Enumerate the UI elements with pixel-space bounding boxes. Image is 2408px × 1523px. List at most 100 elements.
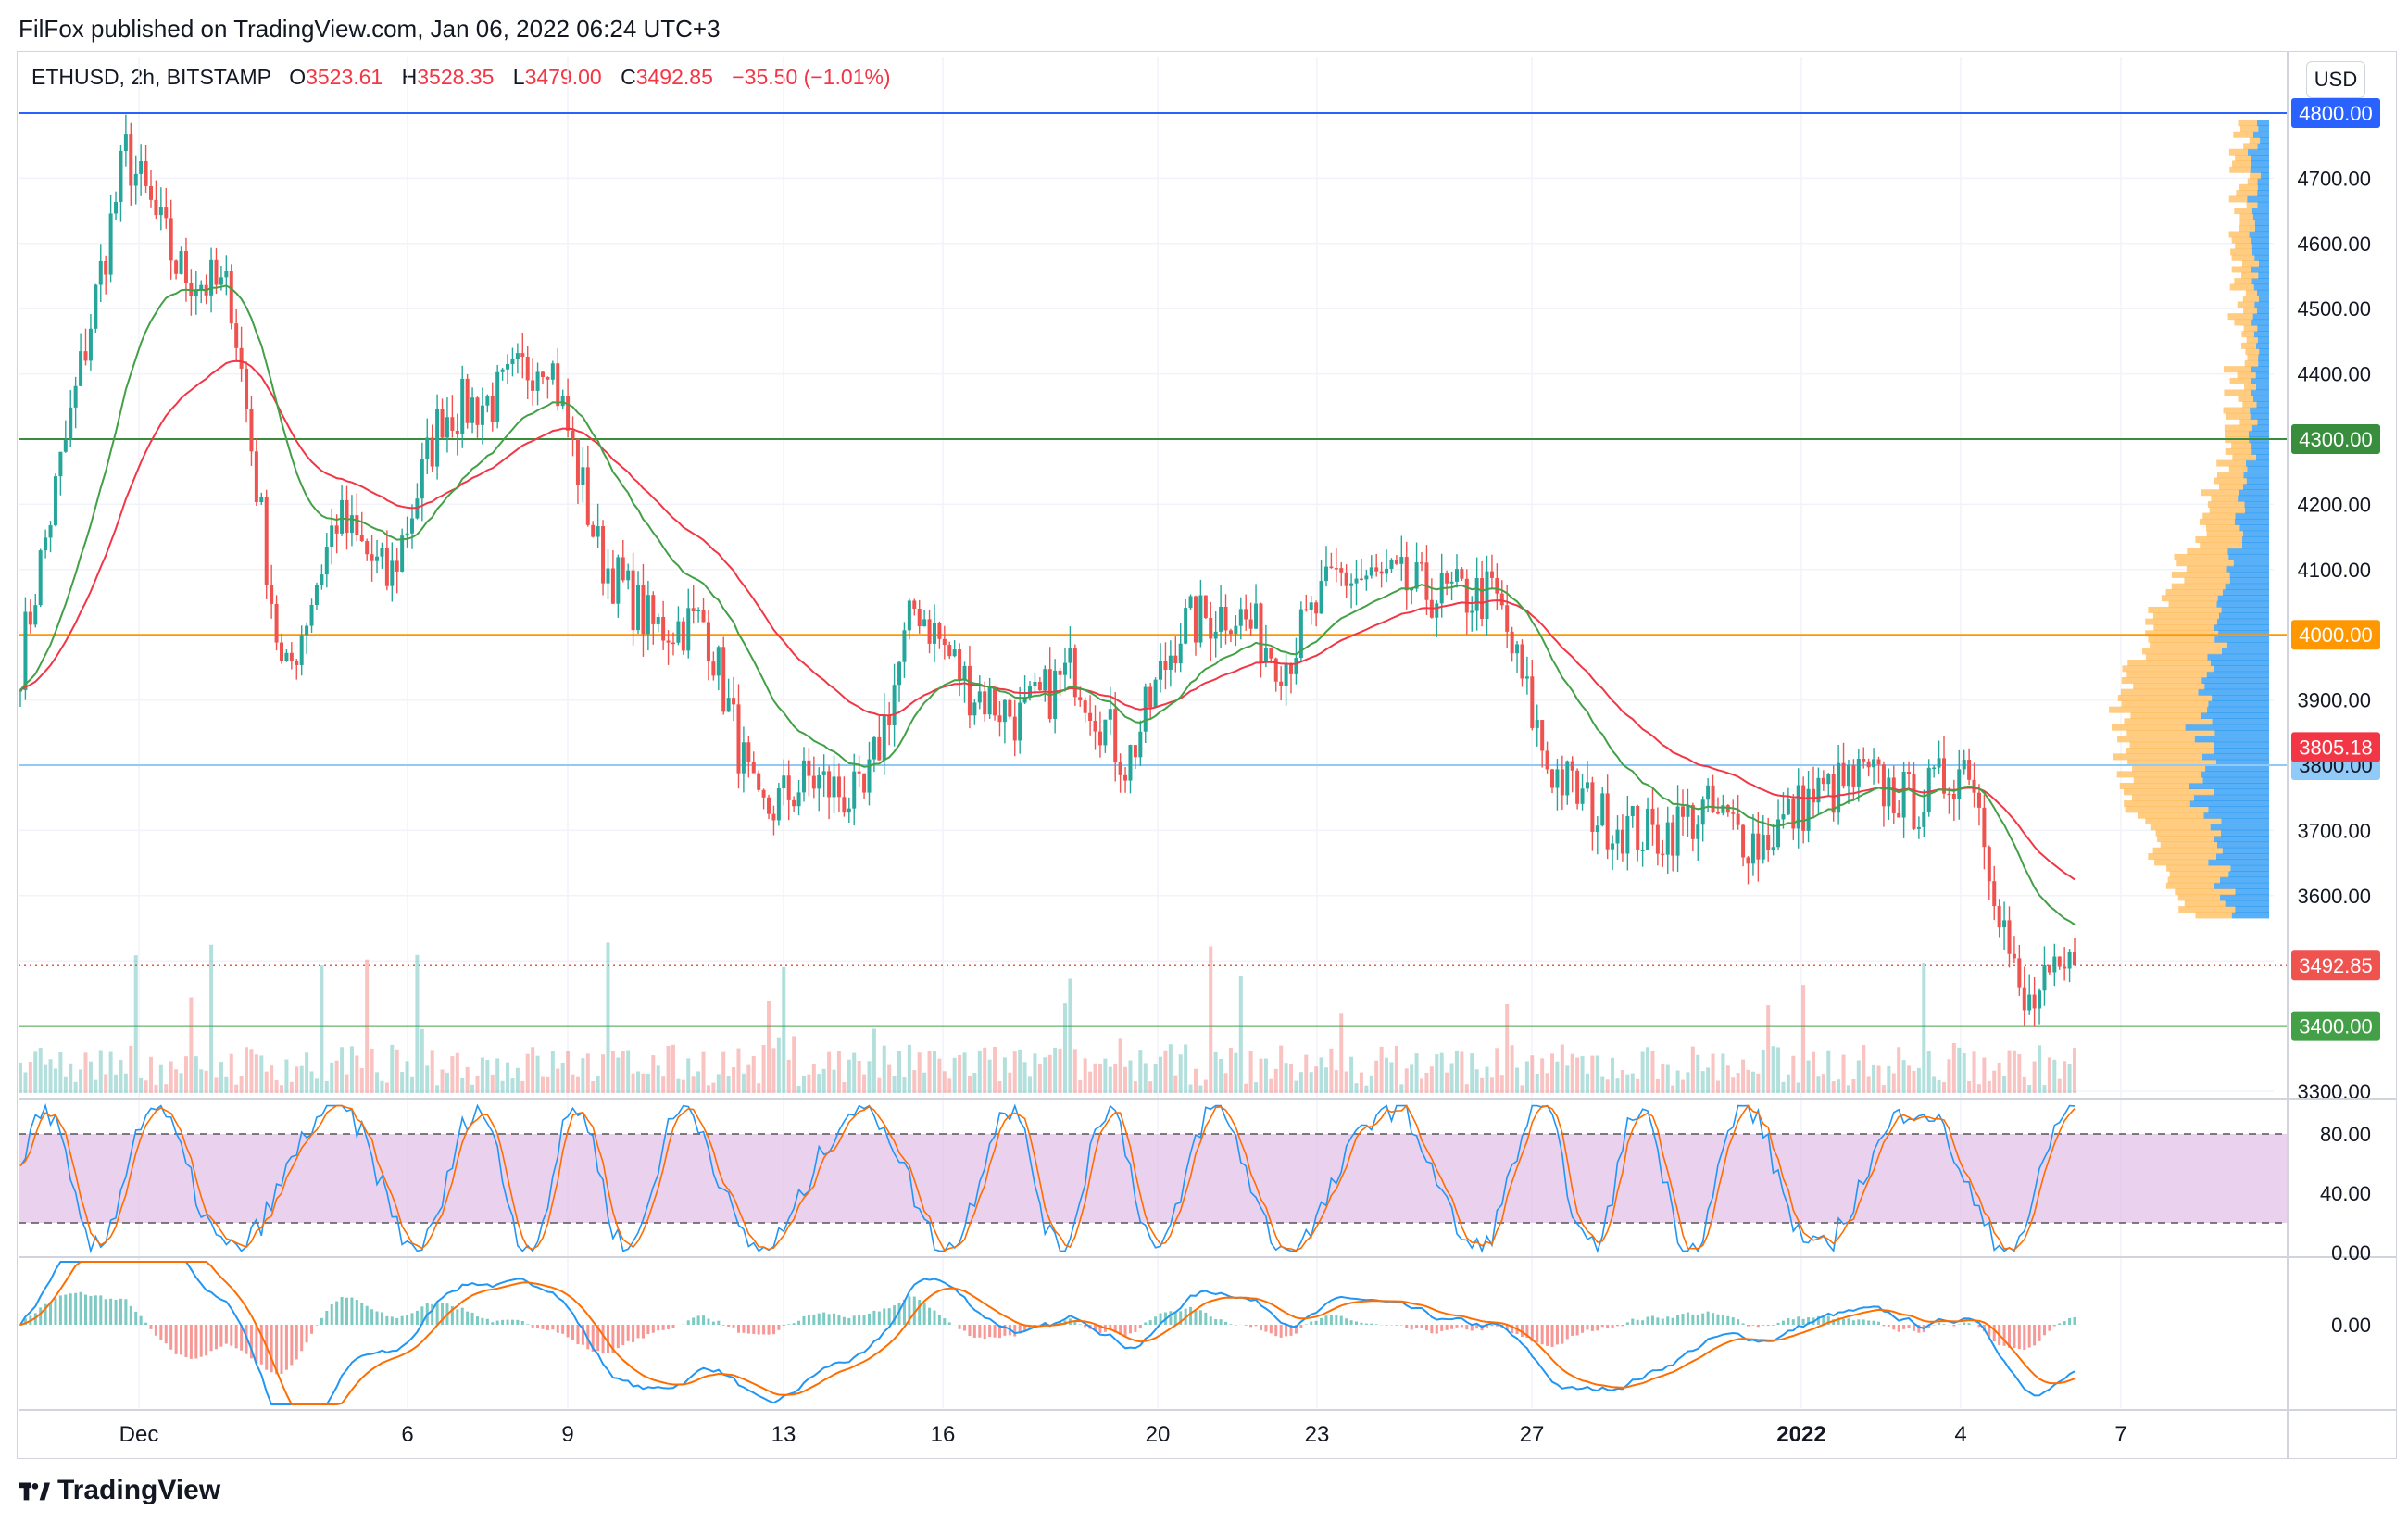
- ema-price-tag[interactable]: 3805.18: [2291, 732, 2380, 762]
- volume-bar: [1846, 1085, 1850, 1093]
- candle-body: [571, 430, 575, 439]
- candle-body: [1625, 815, 1630, 854]
- profile-bar-buy: [2238, 495, 2269, 502]
- profile-bar-sell: [2245, 348, 2260, 356]
- candle-body: [786, 775, 791, 800]
- level-tag[interactable]: 4300.00: [2291, 424, 2380, 454]
- candle-body: [1615, 829, 1620, 844]
- macd-histogram-bar: [807, 1315, 810, 1325]
- macd-histogram-bar: [1611, 1325, 1614, 1328]
- profile-bar-buy: [2247, 148, 2269, 156]
- profile-bar-buy: [2252, 313, 2269, 321]
- profile-bar-buy: [2241, 535, 2269, 543]
- volume-bar: [1470, 1053, 1474, 1093]
- volume-bar: [1671, 1085, 1675, 1093]
- candle-body: [1736, 813, 1740, 825]
- profile-bar-sell: [2242, 401, 2257, 409]
- volume-bar: [560, 1062, 565, 1093]
- candle-body: [1630, 805, 1635, 816]
- volume-bar: [375, 1072, 380, 1093]
- macd-histogram-bar: [1902, 1325, 1906, 1329]
- candle-body: [892, 685, 897, 726]
- macd-histogram-bar: [1942, 1324, 1946, 1325]
- volume-bar: [997, 1081, 1002, 1093]
- volume-bar: [1505, 1003, 1510, 1093]
- candle-body: [1329, 566, 1334, 569]
- macd-histogram-bar: [1486, 1325, 1489, 1328]
- volume-bar: [1600, 1076, 1605, 1093]
- currency-button[interactable]: USD: [2306, 61, 2365, 98]
- macd-histogram-bar: [139, 1315, 143, 1325]
- macd-histogram-bar: [1355, 1321, 1359, 1325]
- candle-body: [1590, 782, 1595, 832]
- candle-body: [1394, 560, 1398, 564]
- profile-bar-buy: [2221, 829, 2269, 837]
- macd-histogram-bar: [1465, 1325, 1469, 1330]
- chart-frame: [17, 51, 2397, 1459]
- volume-bar: [1184, 1044, 1188, 1093]
- candle-body: [1133, 745, 1137, 758]
- volume-bar: [1636, 1078, 1640, 1093]
- profile-bar-sell: [2111, 724, 2186, 731]
- candle-body: [1454, 569, 1459, 582]
- volume-bar: [912, 1070, 917, 1093]
- candle-body: [1851, 764, 1856, 787]
- volume-bar: [63, 1076, 68, 1093]
- volume-bar: [1615, 1078, 1620, 1093]
- volume-bar: [174, 1069, 179, 1093]
- volume-profile: [2109, 120, 2269, 919]
- macd-histogram-bar: [520, 1320, 524, 1325]
- volume-bar: [1429, 1066, 1434, 1093]
- volume-bar: [616, 1057, 621, 1093]
- macd-histogram-bar: [1555, 1325, 1559, 1345]
- macd-histogram-bar: [1475, 1325, 1479, 1329]
- profile-bar-buy: [2255, 371, 2269, 379]
- candle-body: [1123, 774, 1128, 781]
- macd-histogram-bar: [58, 1295, 62, 1325]
- volume-bar: [887, 1064, 892, 1093]
- volume-bar: [254, 1054, 258, 1093]
- candle-body: [1354, 578, 1359, 584]
- profile-bar-buy: [2243, 472, 2269, 479]
- profile-bar-buy: [2221, 818, 2269, 825]
- profile-bar-buy: [2256, 307, 2269, 314]
- volume-bar: [53, 1068, 57, 1093]
- volume-bar: [847, 1059, 851, 1093]
- volume-bar: [1128, 1060, 1133, 1093]
- volume-bar: [1439, 1052, 1444, 1093]
- brand-logo[interactable]: TradingView: [19, 1475, 220, 1506]
- volume-bar: [249, 1049, 254, 1093]
- macd-histogram-bar: [345, 1297, 348, 1325]
- level-tag[interactable]: 4000.00: [2291, 620, 2380, 650]
- macd-histogram-bar: [1631, 1318, 1635, 1325]
- macd-histogram-bar: [1249, 1325, 1253, 1328]
- volume-bar: [852, 1052, 857, 1093]
- candle-body: [1942, 758, 1947, 794]
- last-price-tag[interactable]: 3492.85: [2291, 950, 2380, 981]
- volume-bar: [158, 1064, 163, 1093]
- macd-histogram-bar: [1862, 1319, 1865, 1325]
- macd-histogram-bar: [943, 1318, 947, 1325]
- volume-bar: [1198, 1085, 1203, 1093]
- macd-histogram-bar: [475, 1316, 479, 1325]
- volume-bar: [1987, 1080, 1991, 1093]
- profile-bar-sell: [2227, 313, 2253, 321]
- candle-body: [320, 574, 324, 585]
- macd-histogram-bar: [1511, 1325, 1514, 1334]
- macd-histogram-bar: [641, 1325, 645, 1339]
- macd-histogram-bar: [49, 1302, 53, 1325]
- profile-bar-sell: [2123, 788, 2214, 796]
- volume-bar: [2022, 1076, 2026, 1093]
- level-tag[interactable]: 4800.00: [2291, 98, 2380, 128]
- volume-bar: [656, 1065, 660, 1093]
- volume-bar: [1997, 1062, 2001, 1093]
- macd-histogram-bar: [616, 1325, 620, 1349]
- candle-body: [1846, 764, 1850, 787]
- candle-body: [1706, 785, 1711, 800]
- macd-histogram-bar: [576, 1325, 580, 1345]
- profile-bar-buy: [2254, 219, 2269, 226]
- profile-bar-sell: [2237, 371, 2256, 379]
- level-tag[interactable]: 3400.00: [2291, 1011, 2380, 1041]
- symbol-label[interactable]: ETHUSD, 2h, BITSTAMP: [31, 65, 272, 89]
